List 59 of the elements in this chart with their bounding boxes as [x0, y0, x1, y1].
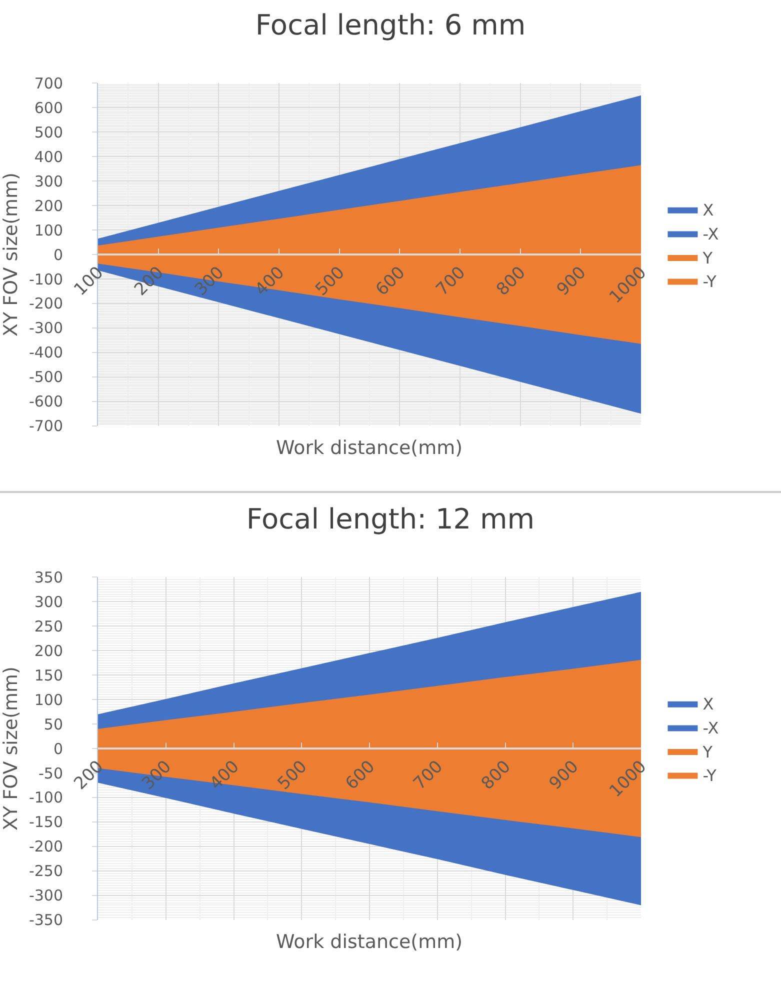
y-tick-label: 300 [34, 172, 63, 190]
legend-label: Y [702, 248, 713, 268]
chart-title: Focal length: 6 mm [255, 8, 526, 42]
legend-label: -Y [702, 272, 717, 292]
x-axis-title: Work distance(mm) [276, 931, 463, 953]
y-tick-label: -100 [28, 270, 63, 288]
y-tick-label: -600 [28, 392, 63, 411]
y-tick-label: -700 [28, 417, 63, 436]
y-tick-label: 200 [34, 196, 63, 215]
y-tick-label: -200 [28, 838, 63, 856]
y-tick-label: -250 [28, 862, 63, 880]
y-tick-label: -150 [28, 813, 63, 832]
x-tick-label: 700 [410, 756, 447, 794]
x-tick-label: 600 [372, 262, 410, 300]
x-tick-label: 900 [546, 756, 583, 794]
y-axis-title: XY FOV size(mm) [0, 172, 22, 336]
y-tick-label: 500 [34, 123, 63, 142]
x-tick-label: 300 [138, 756, 176, 794]
legend-label: -X [702, 718, 719, 738]
y-tick-label: -350 [28, 911, 63, 930]
y-tick-label: 100 [34, 690, 63, 709]
x-tick-label: 400 [251, 262, 289, 300]
x-tick-label: 500 [274, 756, 312, 794]
y-tick-label: 350 [34, 568, 63, 586]
y-axis-title: XY FOV size(mm) [0, 666, 22, 830]
y-tick-label: -100 [28, 788, 63, 807]
x-axis-title: Work distance(mm) [276, 437, 463, 459]
x-tick-label: 500 [312, 262, 349, 300]
y-tick-label: 600 [34, 98, 63, 117]
y-tick-label: -200 [28, 294, 63, 313]
y-tick-label: -300 [28, 886, 63, 905]
y-tick-label: 200 [34, 642, 63, 660]
y-tick-label: 150 [34, 666, 63, 684]
x-tick-label: 800 [492, 262, 530, 300]
legend-label: -Y [702, 766, 717, 786]
x-tick-label: 700 [432, 262, 470, 300]
y-tick-label: 300 [34, 592, 63, 611]
x-tick-label: 600 [342, 756, 380, 794]
y-tick-label: -400 [28, 344, 63, 362]
y-tick-label: 50 [44, 715, 63, 734]
legend-label: Y [702, 742, 713, 762]
y-tick-label: 250 [34, 617, 63, 636]
x-tick-label: 400 [206, 756, 244, 794]
y-tick-label: -300 [28, 319, 63, 338]
x-tick-label: 900 [553, 262, 590, 300]
x-tick-label: 300 [191, 262, 228, 300]
chart-title: Focal length: 12 mm [246, 502, 535, 536]
y-tick-label: 700 [34, 74, 63, 92]
x-tick-label: 800 [478, 756, 515, 794]
y-tick-label: -50 [38, 764, 63, 782]
x-tick-label: 200 [130, 262, 168, 300]
legend-label: X [702, 200, 714, 220]
legend-label: X [702, 694, 714, 714]
y-tick-label: -500 [28, 368, 63, 386]
y-tick-label: 100 [34, 221, 63, 240]
y-tick-label: 0 [53, 740, 63, 758]
y-tick-label: 400 [34, 148, 63, 166]
legend-label: -X [702, 224, 719, 244]
y-tick-label: 0 [53, 246, 63, 264]
